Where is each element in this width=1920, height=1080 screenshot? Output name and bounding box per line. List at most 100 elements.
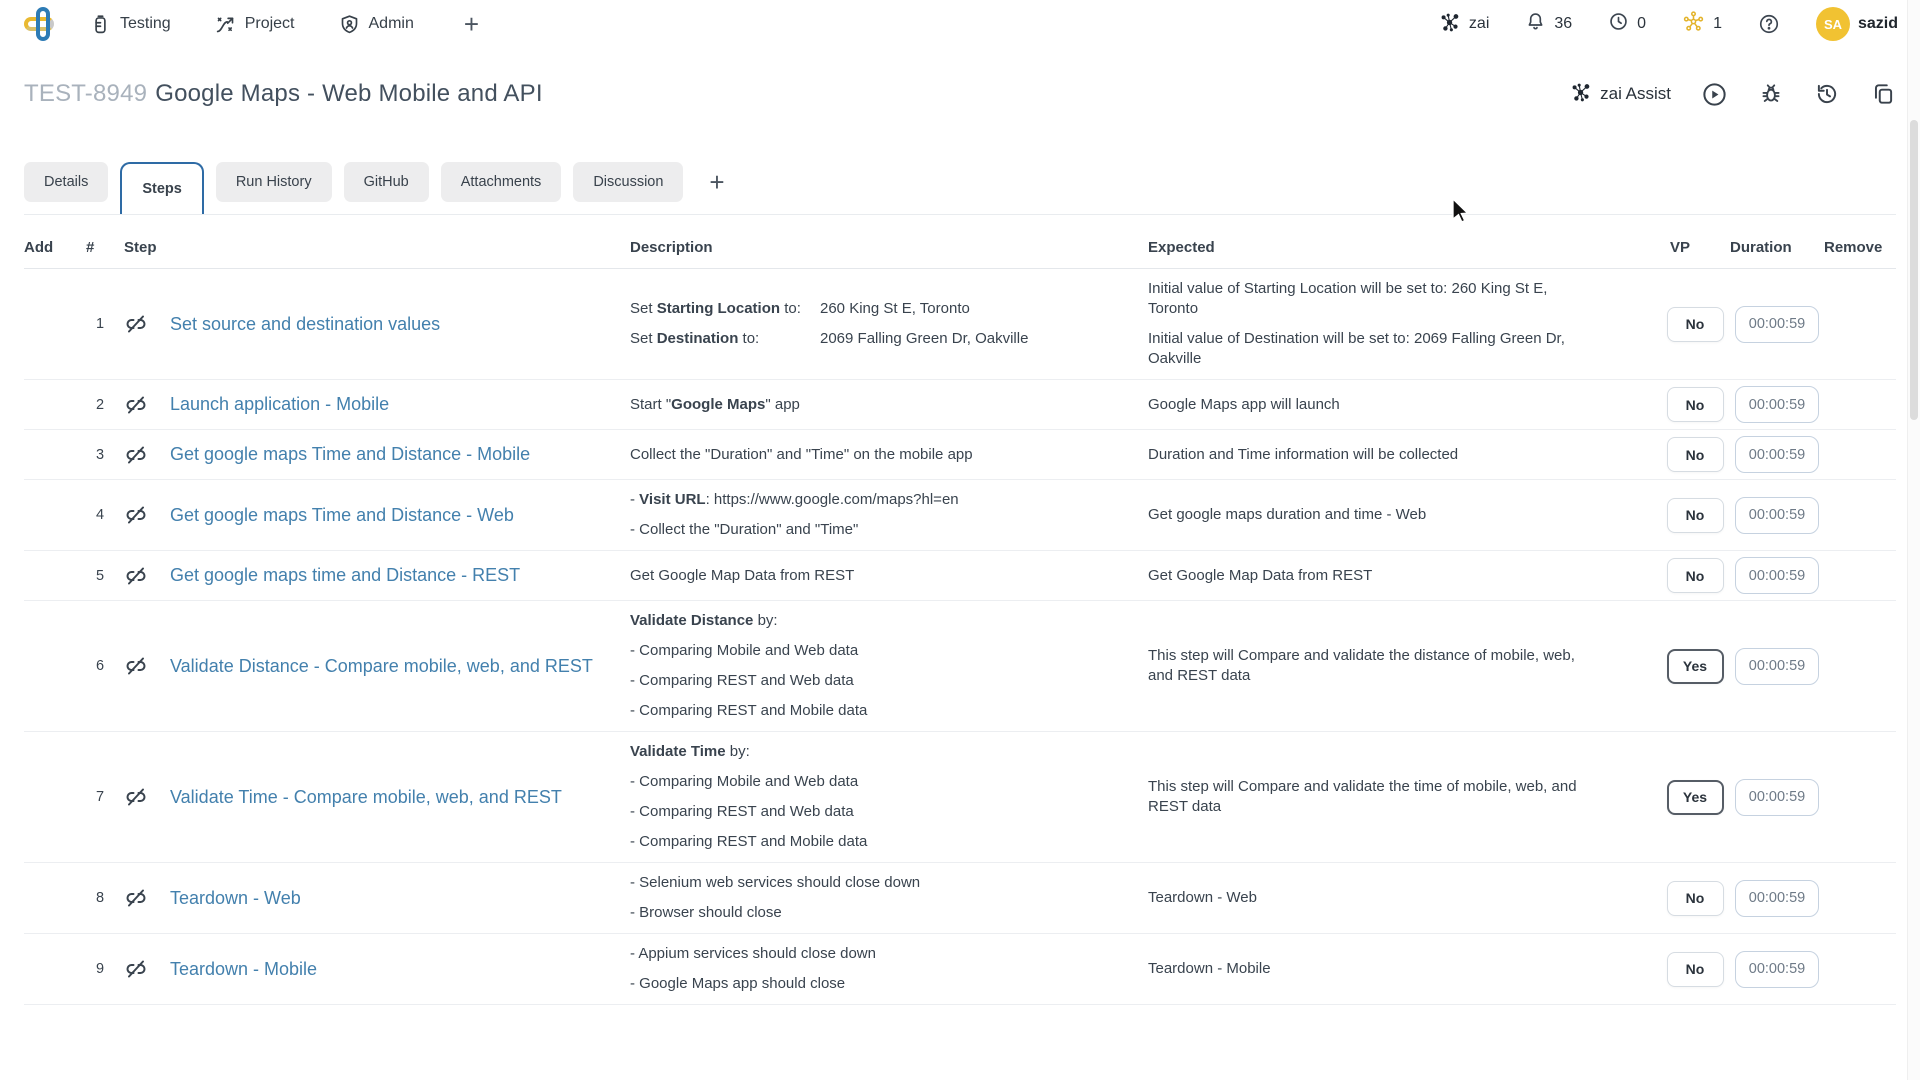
network-button[interactable]: 1: [1682, 10, 1722, 38]
vp-toggle[interactable]: No: [1666, 558, 1724, 593]
nav-testing[interactable]: Testing: [90, 14, 171, 35]
step-description[interactable]: Set Starting Location to: 260 King St E, …: [630, 300, 1029, 347]
step-title-link[interactable]: Get google maps Time and Distance - Mobi…: [170, 444, 531, 465]
col-duration: Duration: [1730, 239, 1792, 256]
step-description[interactable]: - Selenium web services should close dow…: [630, 874, 921, 921]
notifications-button[interactable]: 36: [1525, 11, 1572, 37]
timer-button[interactable]: 0: [1608, 11, 1646, 37]
step-number: 9: [95, 961, 105, 977]
duration-input[interactable]: [1735, 879, 1819, 917]
tab-attachments[interactable]: Attachments: [440, 162, 562, 202]
step-expected[interactable]: Initial value of Starting Location will …: [1148, 280, 1565, 367]
step-expected[interactable]: This step will Compare and validate the …: [1148, 647, 1575, 684]
tab-steps[interactable]: Steps: [120, 162, 204, 214]
step-expected[interactable]: Get Google Map Data from REST: [1148, 566, 1373, 584]
duration-input[interactable]: [1735, 436, 1819, 473]
scrollbar-thumb[interactable]: [1910, 120, 1918, 420]
step-expected[interactable]: Get google maps duration and time - Web: [1148, 506, 1427, 523]
scrollbar[interactable]: [1907, 0, 1920, 1080]
app-logo-icon[interactable]: [22, 4, 62, 44]
bug-icon: [1758, 84, 1784, 110]
zai-assist-button[interactable]: zai Assist: [1570, 81, 1671, 108]
table-row: 3 Get google maps Time and Distance - Mo…: [24, 430, 1896, 480]
table-row: 4 Get google maps Time and Distance - We…: [24, 480, 1896, 551]
step-description[interactable]: Validate Distance by: - Comparing Mobile …: [630, 612, 868, 719]
step-description[interactable]: Start "Google Maps" app: [630, 395, 800, 413]
vp-toggle[interactable]: No: [1666, 880, 1724, 916]
step-title-link[interactable]: Launch application - Mobile: [170, 394, 390, 415]
step-title-link[interactable]: Get google maps Time and Distance - Web: [170, 504, 514, 525]
nav-testing-label: Testing: [120, 15, 171, 32]
step-description[interactable]: - Visit URL: https://www.google.com/maps…: [630, 491, 959, 538]
unlink-icon[interactable]: [124, 785, 148, 809]
unlink-icon[interactable]: [124, 503, 148, 527]
zai-assist-label: zai Assist: [1600, 84, 1671, 103]
add-tab-button[interactable]: +: [709, 166, 725, 197]
nav-admin[interactable]: Admin: [339, 14, 414, 35]
step-expected[interactable]: This step will Compare and validate the …: [1148, 778, 1577, 815]
debug-button[interactable]: [1758, 81, 1784, 107]
strategy-icon: [215, 14, 236, 35]
duration-input[interactable]: [1735, 386, 1819, 423]
vp-toggle[interactable]: No: [1666, 437, 1724, 472]
duration-input[interactable]: [1735, 557, 1819, 594]
duration-input[interactable]: [1735, 305, 1819, 343]
step-title-link[interactable]: Get google maps time and Distance - REST: [170, 565, 521, 586]
workspace-switcher[interactable]: zai: [1439, 11, 1489, 38]
vp-toggle[interactable]: No: [1666, 387, 1724, 422]
tab-run-history[interactable]: Run History: [215, 162, 332, 202]
step-description[interactable]: - Appium services should close down - Goo…: [630, 945, 876, 992]
user-menu[interactable]: SA sazid: [1815, 7, 1898, 41]
step-description[interactable]: Collect the "Duration" and "Time" on the…: [630, 445, 973, 463]
step-expected[interactable]: Teardown - Mobile: [1148, 960, 1271, 977]
col-step: Step: [124, 239, 157, 256]
help-button[interactable]: [1758, 13, 1780, 35]
duration-input[interactable]: [1735, 778, 1819, 816]
table-header: Add # Step Description Expected VP Durat…: [24, 239, 1896, 269]
nav-admin-label: Admin: [368, 15, 414, 32]
step-number: 4: [95, 507, 105, 523]
tab-github[interactable]: GitHub: [343, 162, 429, 202]
step-description[interactable]: Validate Time by: - Comparing Mobile and …: [630, 743, 868, 850]
vp-toggle[interactable]: Yes: [1666, 779, 1724, 815]
history-button[interactable]: [1814, 81, 1840, 107]
step-expected[interactable]: Google Maps app will launch: [1148, 395, 1340, 413]
step-title-link[interactable]: Validate Distance - Compare mobile, web,…: [170, 655, 593, 676]
unlink-icon[interactable]: [124, 393, 148, 417]
unlink-icon[interactable]: [124, 886, 148, 910]
duration-input[interactable]: [1735, 496, 1819, 534]
copy-button[interactable]: [1870, 81, 1896, 107]
table-row: 7 Validate Time - Compare mobile, web, a…: [24, 732, 1896, 863]
step-title-link[interactable]: Validate Time - Compare mobile, web, and…: [170, 786, 562, 807]
navbar-right: zai 36 0: [1439, 7, 1898, 41]
vp-toggle[interactable]: Yes: [1666, 648, 1724, 684]
step-number: 5: [95, 567, 105, 584]
table-row: 2 Launch application - Mobile Start "Goo…: [24, 380, 1896, 430]
help-icon: [1758, 14, 1780, 39]
col-number: #: [86, 239, 95, 256]
duration-input[interactable]: [1735, 950, 1819, 988]
vp-toggle[interactable]: No: [1666, 951, 1724, 987]
tab-discussion[interactable]: Discussion: [573, 162, 684, 202]
run-button[interactable]: [1701, 81, 1728, 108]
notification-count: 36: [1554, 15, 1573, 32]
vp-toggle[interactable]: No: [1666, 306, 1724, 342]
nav-project[interactable]: Project: [215, 14, 295, 35]
tab-details[interactable]: Details: [24, 162, 109, 202]
shield-user-icon: [339, 14, 360, 35]
duration-input[interactable]: [1735, 647, 1819, 685]
step-title-link[interactable]: Teardown - Mobile: [170, 958, 318, 979]
nav-add-button[interactable]: +: [463, 9, 480, 39]
history-icon: [1814, 84, 1840, 110]
step-expected[interactable]: Duration and Time information will be co…: [1148, 445, 1459, 463]
unlink-icon[interactable]: [124, 654, 148, 678]
step-expected[interactable]: Teardown - Web: [1148, 889, 1257, 906]
step-title-link[interactable]: Set source and destination values: [170, 313, 441, 334]
step-description[interactable]: Get Google Map Data from REST: [630, 566, 855, 584]
unlink-icon[interactable]: [124, 564, 148, 588]
unlink-icon[interactable]: [124, 443, 148, 467]
unlink-icon[interactable]: [124, 957, 148, 981]
unlink-icon[interactable]: [124, 312, 148, 336]
vp-toggle[interactable]: No: [1666, 497, 1724, 533]
step-title-link[interactable]: Teardown - Web: [170, 887, 301, 908]
